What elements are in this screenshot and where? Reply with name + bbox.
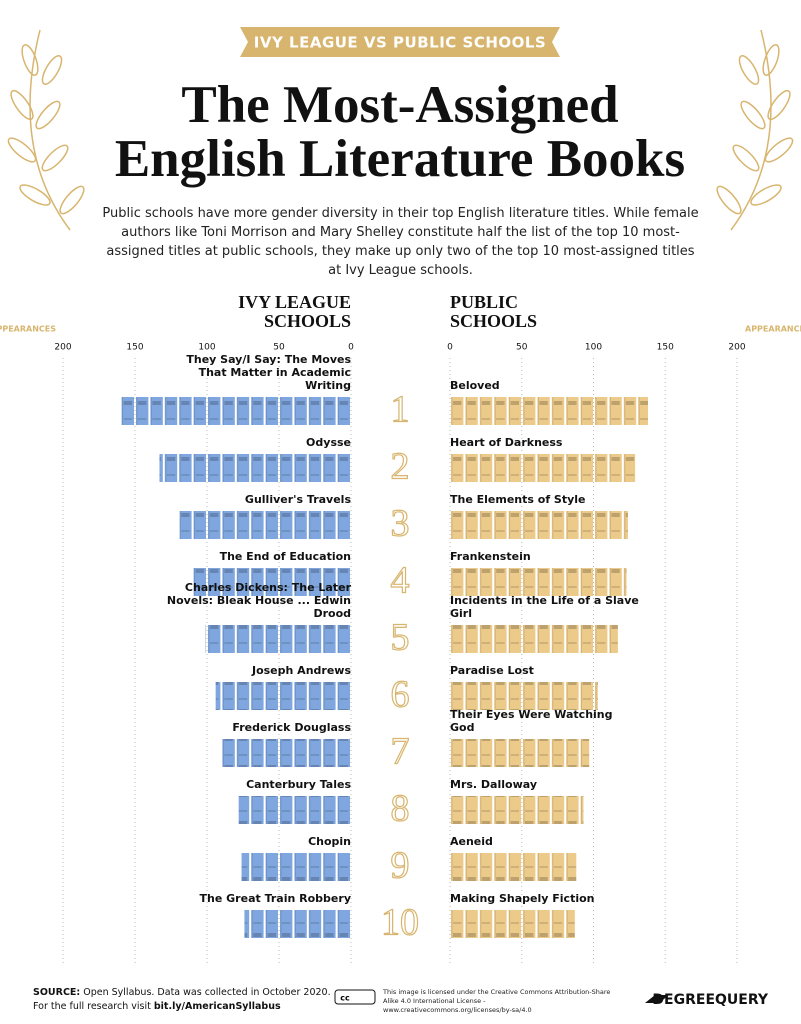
bar [450, 511, 628, 539]
category-label: They Say/I Say: The Moves That Matter in… [186, 353, 351, 392]
category-label: The End of Education [219, 550, 351, 563]
x-tick-label: 100 [198, 343, 215, 353]
panel-title: PUBLIC [450, 292, 518, 312]
research-link[interactable]: bit.ly/AmericanSyllabus [153, 1001, 281, 1012]
bar [244, 910, 351, 938]
bar [450, 796, 584, 824]
bar [450, 910, 575, 938]
category-label: The Elements of Style [450, 493, 586, 506]
category-label: Making Shapely Fiction [450, 892, 595, 905]
laurel-right [716, 29, 794, 231]
bar [221, 739, 351, 767]
x-tick-label: 0 [348, 343, 354, 353]
bar [159, 454, 351, 482]
bar [205, 625, 351, 653]
category-label: Incidents in the Life of a Slave Girl [450, 594, 639, 620]
category-label: Beloved [450, 379, 500, 392]
bar [241, 853, 351, 881]
category-label: Canterbury Tales [246, 778, 351, 791]
logo: DEGREEQUERY [652, 992, 768, 1008]
research-text: For the full research visit [33, 1001, 151, 1012]
bar [450, 853, 577, 881]
banner-text: IVY LEAGUE VS PUBLIC SCHOOLS [254, 34, 547, 52]
rank-number: 8 [391, 788, 410, 830]
x-tick-label: 150 [657, 343, 674, 353]
bar [215, 682, 351, 710]
category-label: Heart of Darkness [450, 436, 563, 449]
rank-number: 10 [381, 902, 419, 944]
category-label: Joseph Andrews [251, 664, 351, 677]
x-tick-label: 200 [54, 343, 71, 353]
logo-icon [645, 995, 669, 1003]
laurel-left [7, 29, 85, 231]
bar [450, 568, 627, 596]
banner [240, 27, 560, 57]
rank-number: 7 [391, 731, 410, 773]
bar [450, 625, 618, 653]
title-line: The Most-Assigned [181, 76, 618, 134]
bar [120, 397, 351, 425]
rank-number: 2 [391, 446, 410, 488]
category-label: Frankenstein [450, 550, 531, 563]
x-tick-label: 200 [728, 343, 745, 353]
bar [450, 454, 636, 482]
category-label: Their Eyes Were Watching God [450, 708, 613, 734]
research: For the full research visit bit.ly/Ameri… [33, 1000, 281, 1014]
category-label: Chopin [308, 835, 351, 848]
bar [192, 568, 351, 596]
panel-title: SCHOOLS [450, 311, 537, 331]
bar [179, 511, 351, 539]
x-tick-label: 50 [516, 343, 528, 353]
bar [450, 682, 598, 710]
x-tick-label: 150 [126, 343, 143, 353]
subtitle: Public schools have more gender diversit… [102, 206, 699, 278]
x-axis-label: APPEARANCES [0, 325, 56, 334]
bar [238, 796, 351, 824]
bar [450, 397, 649, 425]
x-tick-label: 0 [447, 343, 453, 353]
rank-number: 4 [391, 560, 410, 602]
license: This image is licensed under the Creativ… [383, 988, 611, 1014]
rank-number: 5 [391, 617, 410, 659]
category-label: Frederick Douglass [232, 721, 351, 734]
category-label: Paradise Lost [450, 664, 534, 677]
category-label: Charles Dickens: The Later Novels: Bleak… [166, 581, 351, 620]
panel-title: IVY LEAGUE [238, 292, 351, 312]
x-axis-label: APPEARANCES [745, 325, 801, 334]
source: SOURCE: Open Syllabus. Data was collecte… [33, 986, 331, 1000]
x-tick-label: 50 [273, 343, 285, 353]
category-label: Gulliver's Travels [244, 493, 351, 506]
title-line: English Literature Books [115, 130, 685, 188]
bar [450, 739, 590, 767]
rank-number: 9 [391, 845, 410, 887]
source-text: Open Syllabus. Data was collected in Oct… [83, 987, 331, 998]
category-label: Aeneid [450, 835, 493, 848]
rank-number: 6 [391, 674, 410, 716]
category-label: The Great Train Robbery [199, 892, 351, 905]
rank-number: 1 [391, 389, 410, 431]
rank-number: 3 [391, 503, 410, 545]
category-label: Odysse [306, 436, 351, 449]
cc-text: cc [340, 994, 350, 1003]
cc-badge [334, 989, 376, 1005]
source-label: SOURCE: [33, 987, 81, 998]
category-label: Mrs. Dalloway [450, 778, 537, 791]
x-tick-label: 100 [585, 343, 602, 353]
panel-title: SCHOOLS [264, 311, 351, 331]
